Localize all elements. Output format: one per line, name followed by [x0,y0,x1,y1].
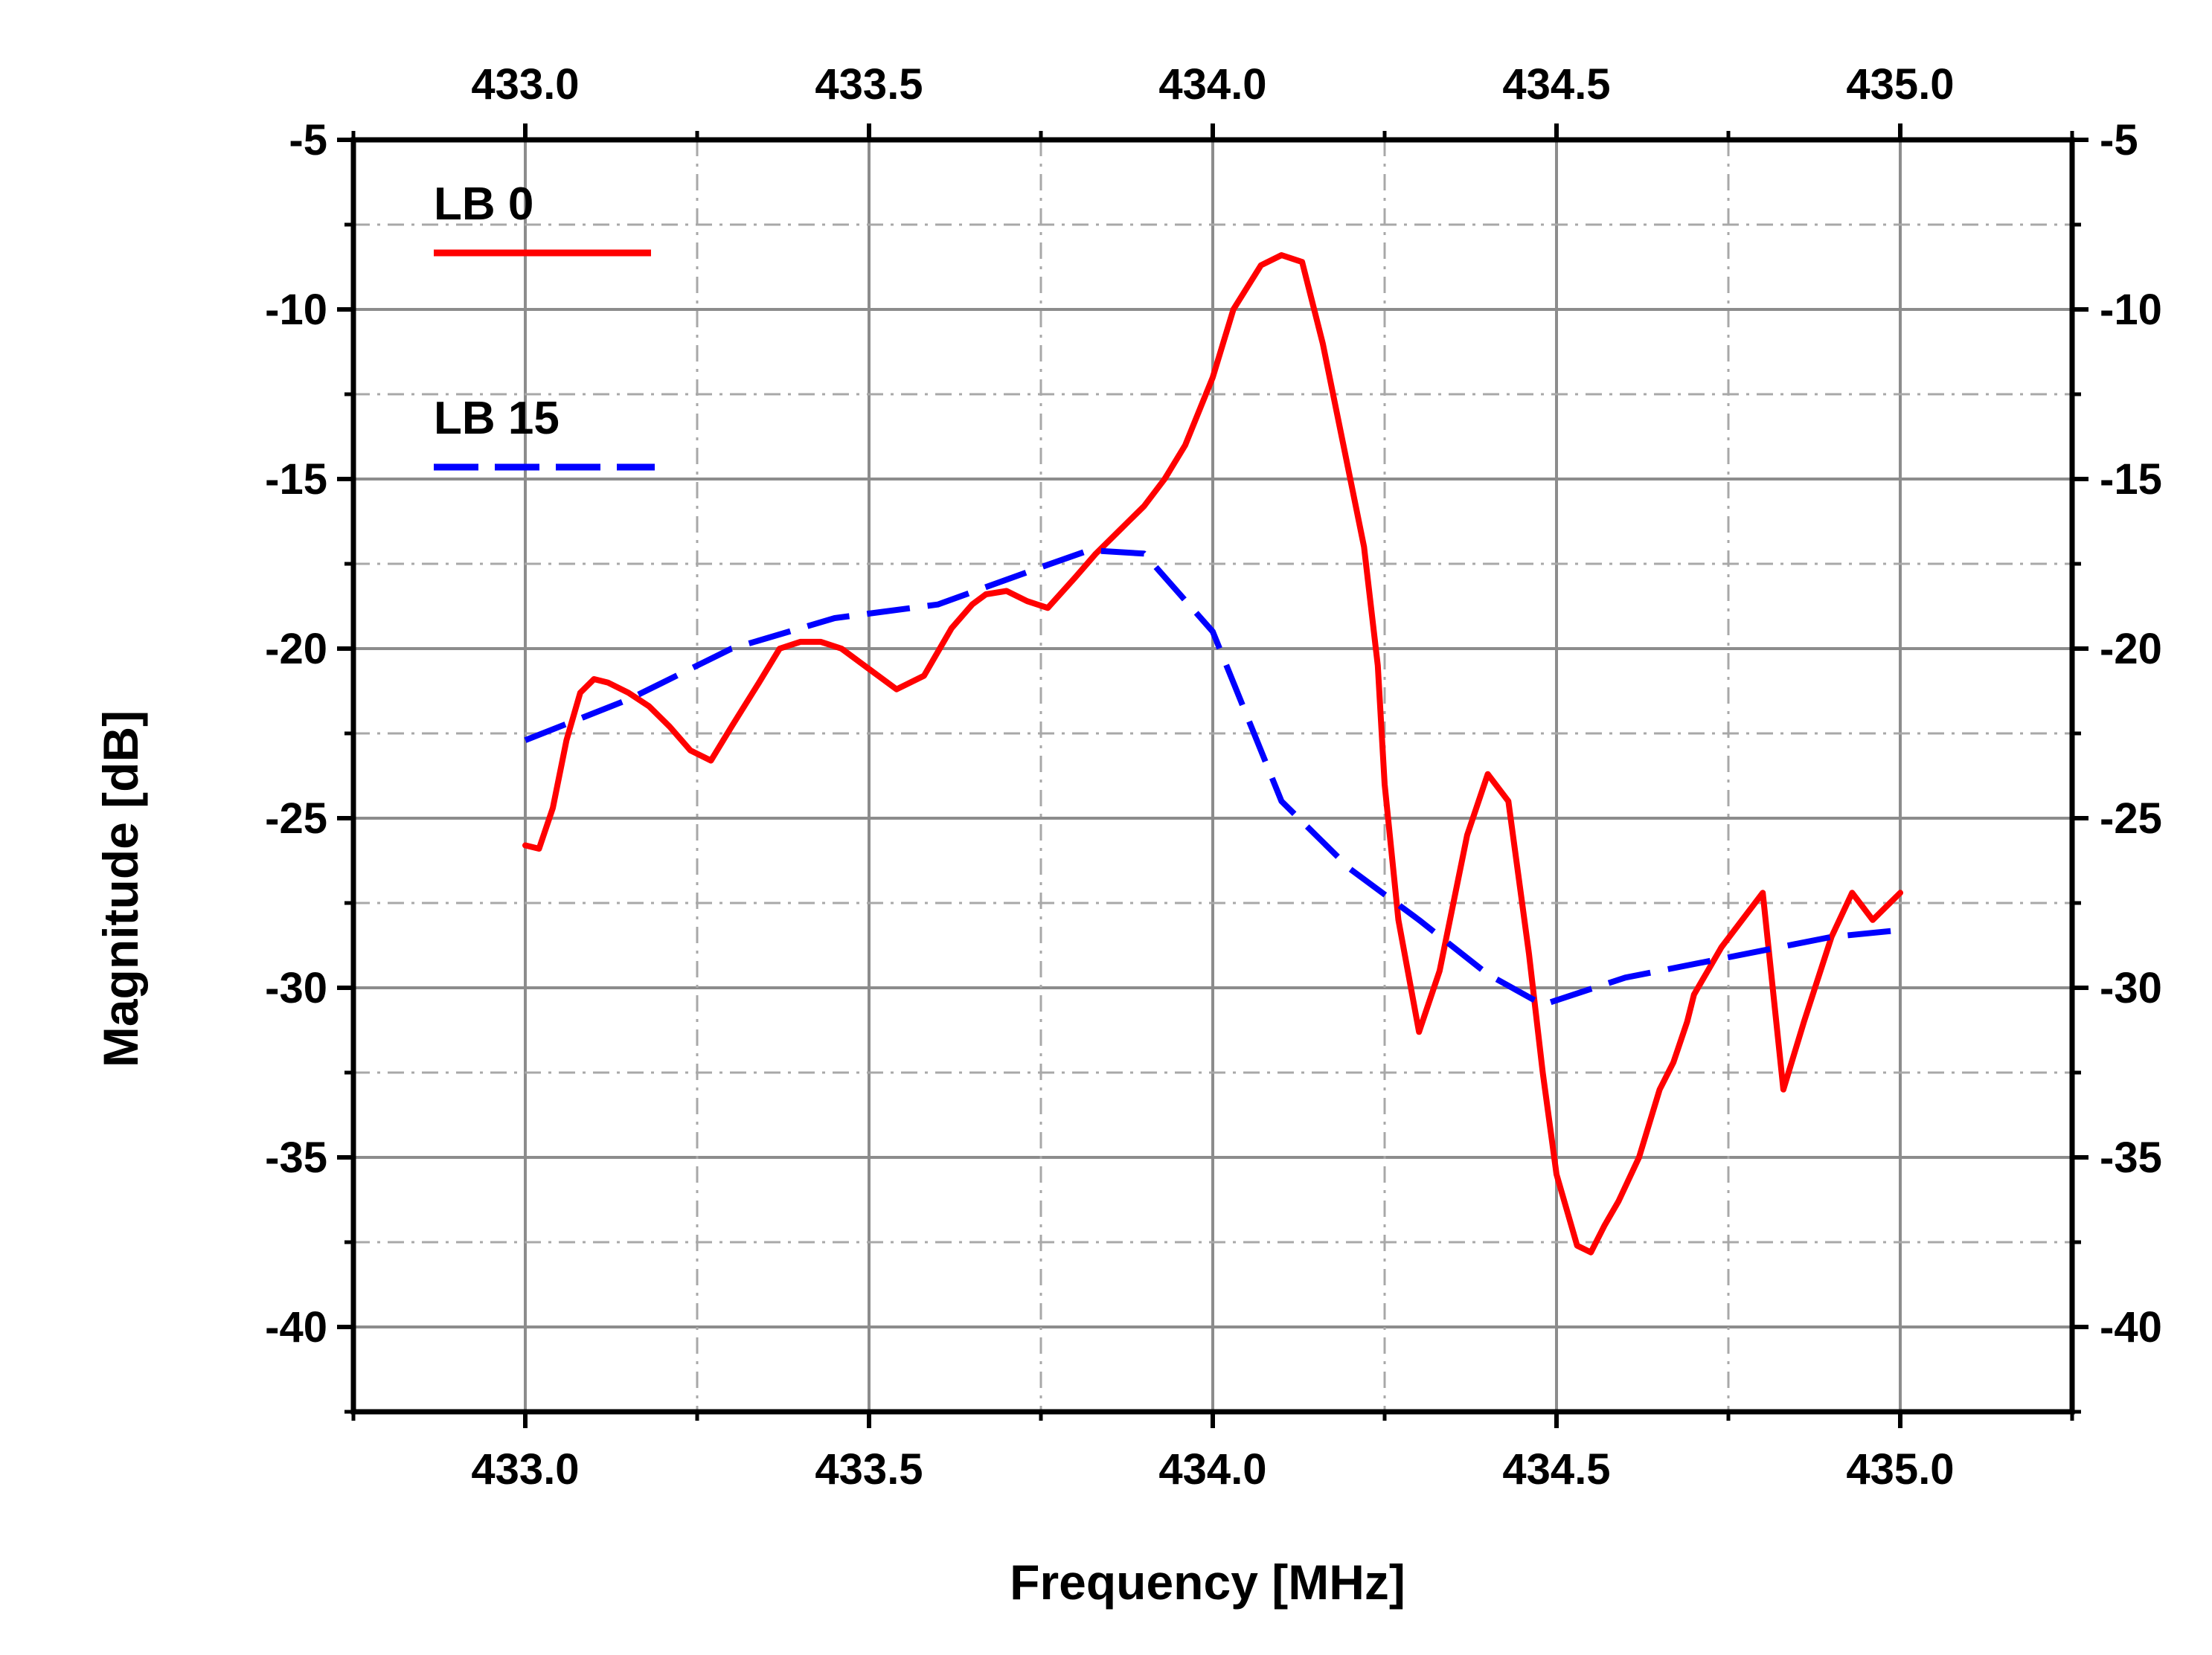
x-tick-label-bottom: 434.5 [1502,1445,1610,1494]
x-tick-label-bottom: 433.5 [815,1445,923,1494]
x-tick-label-bottom: 434.0 [1158,1445,1266,1494]
series-line-lb0 [522,252,1903,1256]
y-tick-label-right: -10 [2100,286,2162,334]
y-tick-label-right: -35 [2100,1134,2162,1182]
y-tick-label-left: -40 [265,1303,327,1352]
y-tick-label-right: -25 [2100,794,2162,843]
x-tick-label-top: 433.5 [815,60,923,109]
y-tick-label-right: -40 [2100,1303,2162,1352]
x-tick-label-top: 434.0 [1158,60,1266,109]
legend: LB 0 LB 15 [434,179,655,471]
y-tick-label-right: -15 [2100,455,2162,504]
y-axis-title: Magnitude [dB] [93,710,148,1067]
series-line-lb15 [524,547,1901,1008]
legend-label-lb15: LB 15 [434,393,560,444]
y-tick-label-left: -30 [265,964,327,1012]
y-tick-label-left: -5 [289,116,327,164]
y-tick-label-left: -15 [265,455,327,504]
x-tick-label-top: 434.5 [1502,60,1610,109]
tick-labels: 433.0 433.0 433.5 433.5 434.0 434.0 434.5 434.5… [265,60,2162,1494]
legend-label-lb0: LB 0 [434,179,533,230]
y-tick-label-left: -20 [265,625,327,673]
x-tick-label-top: 435.0 [1846,60,1954,109]
y-tick-label-right: -5 [2100,116,2138,164]
y-tick-label-left: -35 [265,1134,327,1182]
y-tick-label-right: -20 [2100,625,2162,673]
x-axis-title: Frequency [MHz] [1010,1555,1405,1610]
x-tick-label-bottom: 435.0 [1846,1445,1954,1494]
x-tick-label-top: 433.0 [471,60,579,109]
y-tick-label-left: -10 [265,286,327,334]
y-tick-label-right: -30 [2100,964,2162,1012]
series-group [522,252,1903,1256]
y-tick-label-left: -25 [265,794,327,843]
x-tick-label-bottom: 433.0 [471,1445,579,1494]
ticks [337,123,2088,1428]
